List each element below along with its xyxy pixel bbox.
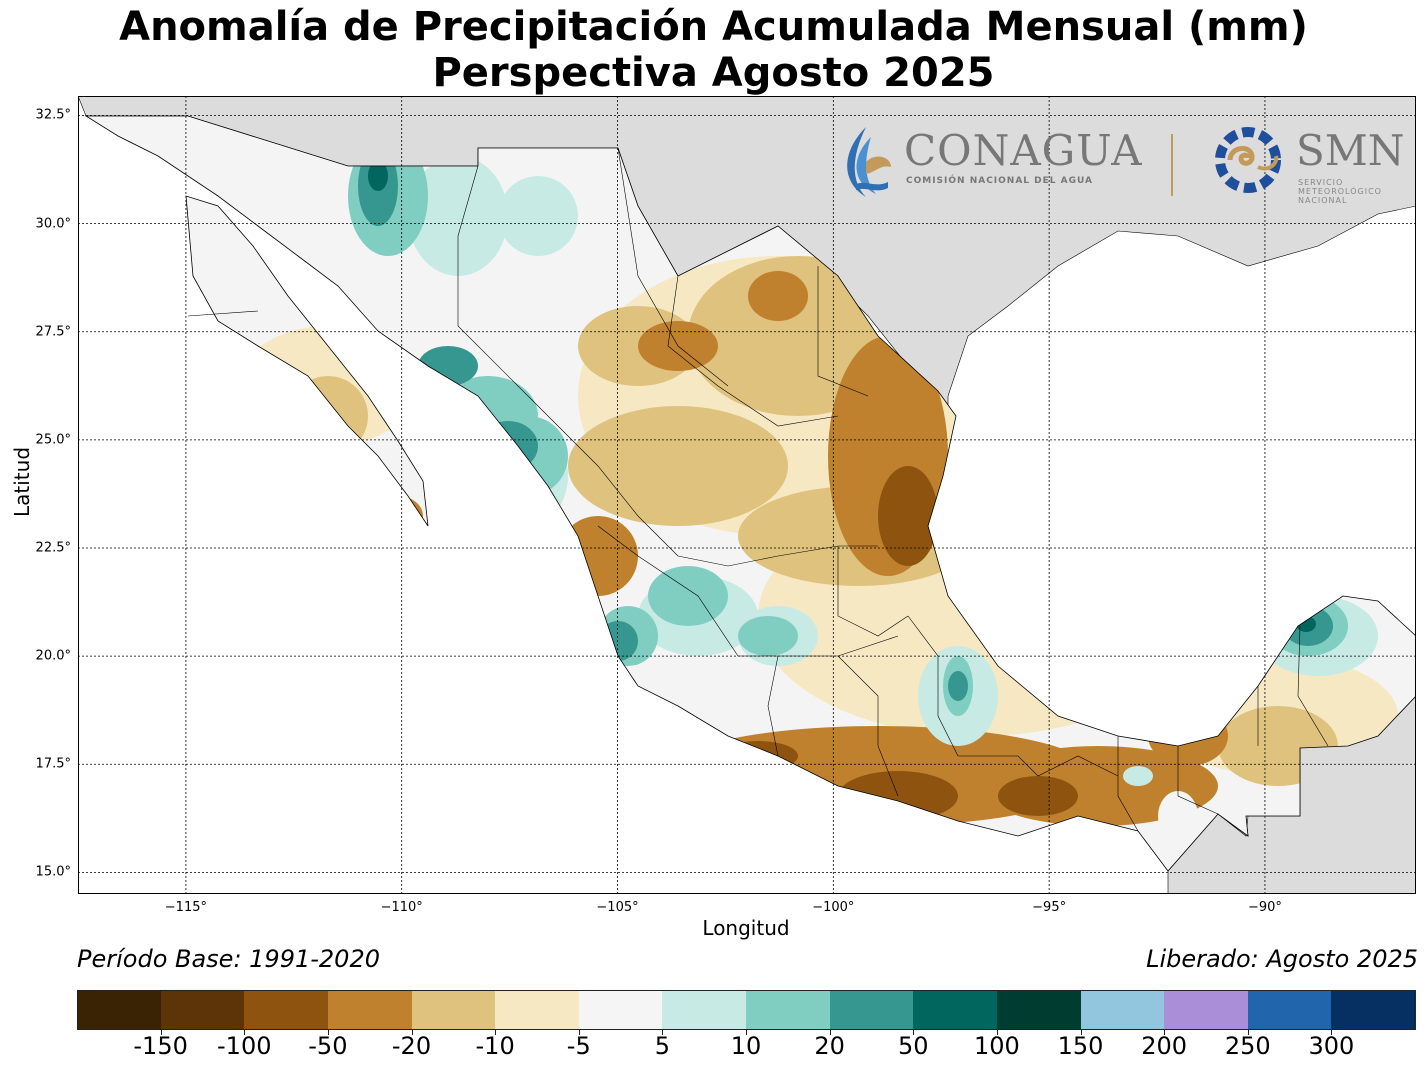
colorbar-label: -50 <box>308 1032 348 1060</box>
colorbar-label: 10 <box>730 1032 762 1060</box>
map-frame <box>78 96 1416 894</box>
colorbar-swatch <box>495 990 580 1030</box>
colorbar-swatch <box>1247 990 1332 1030</box>
lon-tick-label: −100° <box>812 900 855 915</box>
precipitation-anomaly-map <box>78 96 1416 894</box>
conagua-logo: CONAGUA COMISIÓN NACIONAL DEL AGUA <box>836 122 1156 202</box>
lat-tick-label: 25.0° <box>35 432 71 448</box>
smn-subtitle: SERVICIO METEOROLÓGICO NACIONAL <box>1298 178 1382 205</box>
colorbar-swatch <box>77 990 162 1030</box>
colorbar-tick <box>327 1030 329 1035</box>
colorbar-swatch <box>829 990 914 1030</box>
colorbar-tick <box>411 1030 413 1035</box>
base-period-label: Período Base: 1991-2020 <box>77 945 380 973</box>
colorbar-tick <box>746 1030 747 1035</box>
colorbar-label: -150 <box>133 1032 188 1060</box>
colorbar-swatch <box>996 990 1081 1030</box>
colorbar-swatch <box>160 990 245 1030</box>
lat-tick-label: 22.5° <box>35 540 71 556</box>
conagua-name: CONAGUA <box>904 126 1143 175</box>
colorbar-tick <box>1247 1030 1249 1035</box>
colorbar-tick <box>829 1030 831 1035</box>
colorbar-tick <box>1080 1030 1082 1035</box>
colorbar-tick <box>495 1030 497 1035</box>
conagua-emblem-icon <box>847 127 891 197</box>
colorbar-label: -100 <box>217 1032 272 1060</box>
colorbar-frame <box>77 990 1415 1030</box>
colorbar-tick <box>662 1030 664 1035</box>
colorbar-label: -20 <box>391 1032 432 1060</box>
colorbar-tick <box>1331 1030 1333 1035</box>
colorbar-tick <box>1164 1030 1166 1035</box>
colorbar-label: 100 <box>973 1032 1020 1060</box>
lon-tick-label: −105° <box>596 900 639 915</box>
colorbar-label: 20 <box>814 1032 845 1060</box>
release-date-label: Liberado: Agosto 2025 <box>1146 945 1418 973</box>
graticule <box>78 96 1416 894</box>
colorbar-tick <box>996 1030 998 1035</box>
colorbar-swatch <box>746 990 831 1030</box>
lat-tick-label: 15.0° <box>35 864 71 880</box>
colorbar-swatch <box>411 990 496 1030</box>
lon-tick-label: −115° <box>164 900 207 915</box>
colorbar-swatch <box>913 990 998 1030</box>
conagua-subtitle: COMISIÓN NACIONAL DEL AGUA <box>906 176 1094 186</box>
chart-title: Anomalía de Precipitación Acumulada Mens… <box>119 4 1308 50</box>
colorbar-label: 150 <box>1057 1032 1104 1060</box>
smn-gear-icon <box>1215 127 1281 193</box>
smn-name: SMN <box>1296 126 1405 175</box>
colorbar-label: 250 <box>1224 1032 1271 1060</box>
lon-tick-label: −110° <box>380 900 423 915</box>
colorbar-label: 200 <box>1141 1032 1188 1060</box>
logo-divider <box>1171 134 1173 196</box>
colorbar-swatch <box>578 990 663 1030</box>
lat-tick-label: 30.0° <box>35 216 71 232</box>
colorbar-tick <box>160 1030 162 1035</box>
lat-tick-label: 20.0° <box>35 648 71 664</box>
y-axis-label: Latitud <box>10 446 34 517</box>
colorbar-swatch <box>662 990 747 1030</box>
colorbar-tick <box>578 1030 580 1035</box>
colorbar-tick <box>244 1030 246 1035</box>
smn-logo: SMN SERVICIO METEOROLÓGICO NACIONAL <box>1208 122 1418 205</box>
lon-tick-label: −90° <box>1247 900 1282 915</box>
chart-subtitle: Perspectiva Agosto 2025 <box>432 50 995 96</box>
lon-tick-label: −95° <box>1032 900 1067 915</box>
lat-tick-label: 27.5° <box>35 324 71 340</box>
x-axis-label: Longitud <box>702 916 790 940</box>
colorbar-label: -10 <box>475 1032 515 1060</box>
colorbar-swatch <box>1331 990 1416 1030</box>
colorbar-label: 300 <box>1308 1032 1355 1060</box>
lat-tick-label: 32.5° <box>35 107 71 123</box>
lat-tick-label: 17.5° <box>35 756 71 772</box>
colorbar-swatch <box>1164 990 1249 1030</box>
colorbar-swatch <box>244 990 329 1030</box>
colorbar-label: -5 <box>566 1032 591 1060</box>
colorbar-label: 50 <box>897 1032 929 1060</box>
colorbar-swatch <box>327 990 412 1030</box>
colorbar-swatch <box>1080 990 1165 1030</box>
colorbar-tick <box>913 1030 915 1035</box>
colorbar-label: 5 <box>654 1032 671 1060</box>
